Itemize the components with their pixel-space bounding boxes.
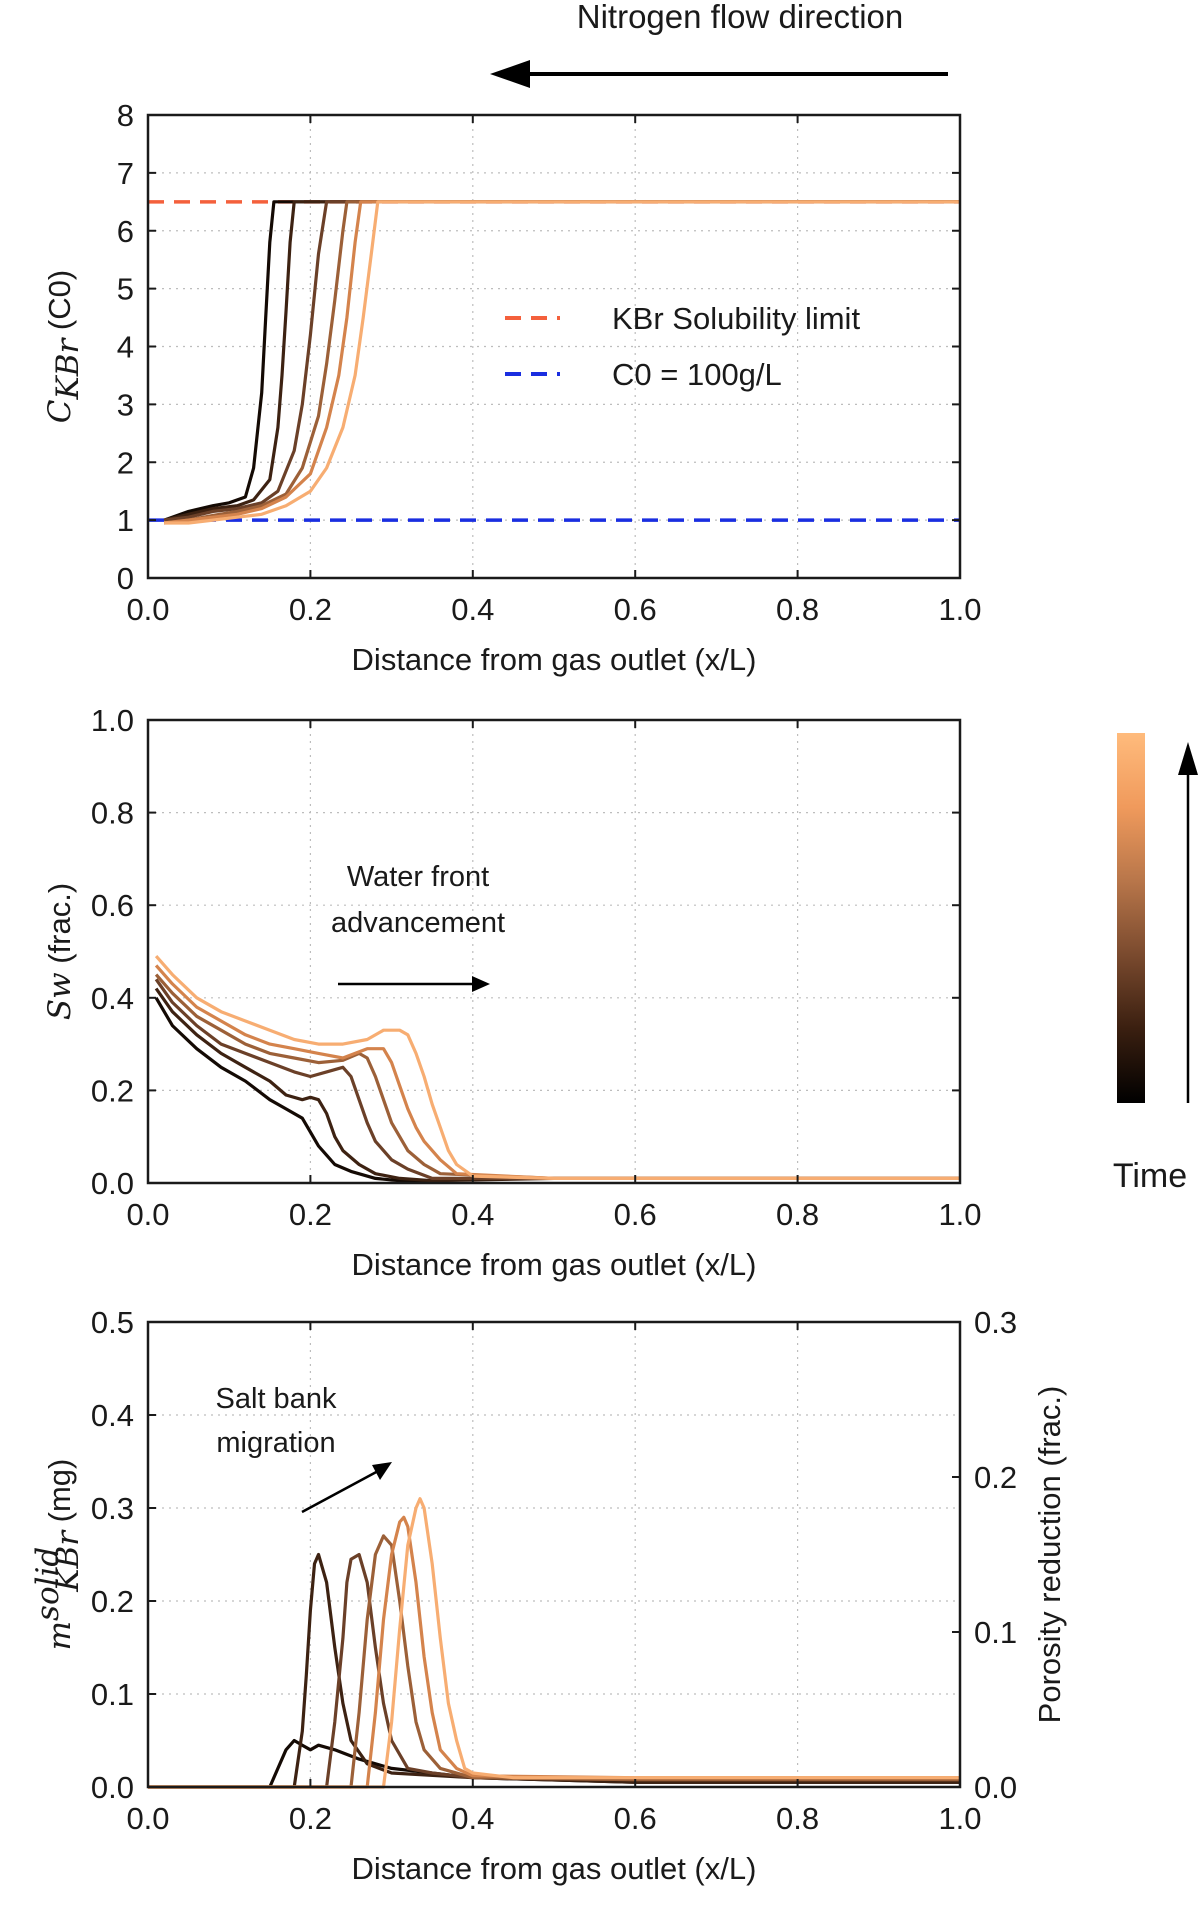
- legend-label-1: C0 = 100g/L: [612, 357, 782, 392]
- x-tick-label: 1.0: [938, 1197, 981, 1232]
- axes-frame: [146, 1320, 962, 1789]
- colorbar-gradient: [1117, 733, 1145, 1103]
- series-line-t1: [154, 996, 960, 1183]
- x-tick-label: 0.2: [289, 1801, 332, 1836]
- salt-mass-panel: 0.0 0.2 0.4 0.6 0.8 1.00.00.10.20.30.40.50.00…: [30, 1305, 1067, 1886]
- series-line-t4: [154, 973, 960, 1180]
- legend-label-0: KBr Solubility limit: [612, 301, 860, 336]
- annotation-arrow-head: [372, 1462, 392, 1480]
- y-tick-label: 0.0: [91, 1166, 134, 1201]
- x-tick-label: 0.0: [126, 1801, 169, 1836]
- flow-direction-arrow-head: [490, 60, 530, 88]
- y-tick-label: 0.2: [91, 1073, 134, 1108]
- series-line-t5: [164, 200, 960, 525]
- x-tick-label: 0.0: [126, 1197, 169, 1232]
- series-line-t2: [163, 200, 960, 522]
- y-tick-label: 0.5: [91, 1305, 134, 1340]
- x-tick-label: 1.0: [938, 592, 981, 627]
- x-tick-label: 0.8: [776, 1197, 819, 1232]
- x-axis-label: Distance from gas outlet (x/L): [352, 1247, 757, 1282]
- x-axis-label: Distance from gas outlet (x/L): [352, 642, 757, 677]
- series-line-t2: [154, 987, 960, 1183]
- series-line-t6: [154, 955, 960, 1180]
- y-axis-label: Sw (frac.): [42, 883, 78, 1020]
- y-tick-label: 0.0: [91, 1770, 134, 1805]
- series-line-t4: [164, 200, 960, 525]
- annotation-line2: advancement: [331, 907, 505, 939]
- flow-direction-label: Nitrogen flow direction: [577, 0, 904, 35]
- series-line-t6: [164, 200, 960, 525]
- series-line-t3: [164, 200, 960, 522]
- y-tick-label: 6: [117, 214, 134, 249]
- series-line-t2: [148, 1552, 960, 1789]
- y-right-tick-label: 0.1: [974, 1615, 1017, 1650]
- y-tick-label: 4: [117, 330, 134, 365]
- annotation-line2: migration: [216, 1427, 335, 1459]
- y-tick-label: 0.2: [91, 1584, 134, 1619]
- saturation-panel: 0.0 0.2 0.4 0.6 0.8 1.0 0.0 0.2 0.4 0.6 0.8 1.0 Dist…: [42, 703, 982, 1282]
- concentration-panel: 0.0 0.2 0.4 0.6 0.8 1.0 0 1 2 3 4 5 6 7 8 Distance from…: [42, 98, 982, 677]
- x-tick-label: 0.8: [776, 592, 819, 627]
- series-line-t3: [148, 1552, 960, 1789]
- y-tick-label: 0.4: [91, 1398, 134, 1433]
- series-line-t5: [148, 1515, 960, 1789]
- x-tick-label: 0.2: [289, 592, 332, 627]
- y-tick-label: 0.4: [91, 981, 134, 1016]
- y-tick-label: 1.0: [91, 703, 134, 738]
- x-tick-label: 0.6: [614, 1801, 657, 1836]
- annotation-arrow-head: [472, 976, 490, 992]
- series-line-t4: [148, 1534, 960, 1789]
- y-tick-label: 2: [117, 445, 134, 480]
- y-tick-label: 7: [117, 156, 134, 191]
- y-right-tick-label: 0.2: [974, 1460, 1017, 1495]
- y-tick-label: 0: [117, 561, 134, 596]
- y-axis-label: CKBr (C0): [42, 270, 86, 423]
- x-tick-label: 0.6: [614, 1197, 657, 1232]
- x-tick-label: 0.6: [614, 592, 657, 627]
- y-tick-label: 8: [117, 98, 134, 133]
- annotation-line1: Salt bank: [216, 1383, 337, 1415]
- y-tick-label: 0.1: [91, 1677, 134, 1712]
- series-line-t6: [148, 1497, 960, 1789]
- annotation-line1: Water front: [347, 861, 489, 893]
- y-tick-label: 0.3: [91, 1491, 134, 1526]
- series-line-t3: [154, 978, 960, 1180]
- y-right-tick-label: 0.3: [974, 1305, 1017, 1340]
- y-axis-label: msolidKBr (mg): [30, 1459, 86, 1651]
- y-tick-label: 0.8: [91, 796, 134, 831]
- time-arrow-head: [1178, 742, 1198, 775]
- x-tick-label: 1.0: [938, 1801, 981, 1836]
- x-tick-label: 0.4: [451, 592, 494, 627]
- x-tick-label: 0.2: [289, 1197, 332, 1232]
- axes-frame: [146, 718, 962, 1185]
- y-right-tick-label: 0.0: [974, 1770, 1017, 1805]
- annotation-arrow-line: [301, 1468, 381, 1514]
- y-tick-label: 0.6: [91, 888, 134, 923]
- series-line-t5: [154, 964, 960, 1180]
- y-tick-label: 3: [117, 387, 134, 422]
- x-tick-label: 0.0: [126, 592, 169, 627]
- y-tick-label: 5: [117, 272, 134, 307]
- x-axis-label: Distance from gas outlet (x/L): [352, 1851, 757, 1886]
- x-tick-label: 0.4: [451, 1197, 494, 1232]
- x-tick-label: 0.8: [776, 1801, 819, 1836]
- series-line-t1: [163, 200, 960, 522]
- y-tick-label: 1: [117, 503, 134, 538]
- colorbar-label: Time: [1113, 1157, 1187, 1195]
- time-colorbar: Time: [1113, 733, 1198, 1195]
- y-right-axis-label: Porosity reduction (frac.): [1032, 1386, 1067, 1724]
- x-tick-label: 0.4: [451, 1801, 494, 1836]
